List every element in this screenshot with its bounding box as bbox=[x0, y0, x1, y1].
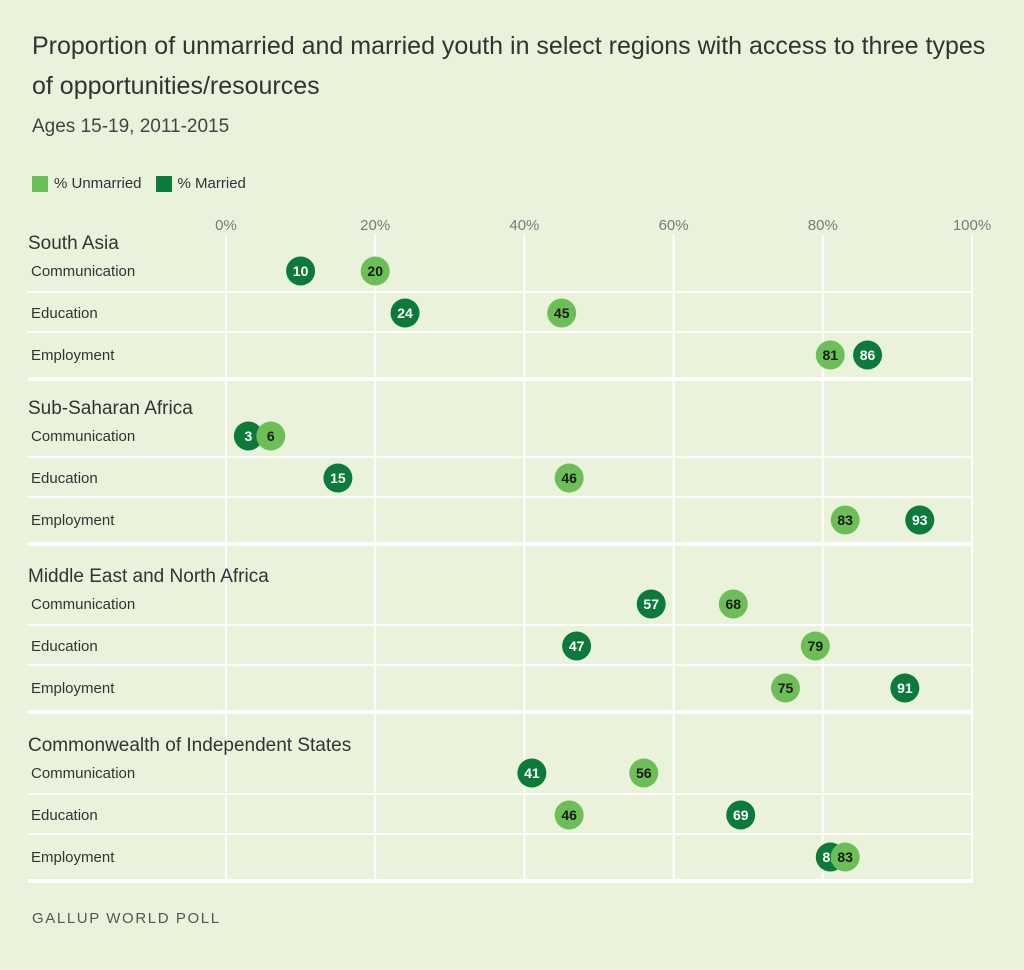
married-data-label: 24 bbox=[397, 305, 413, 321]
legend-label-married: % Married bbox=[177, 175, 246, 192]
unmarried-dot bbox=[629, 758, 659, 788]
married-dot bbox=[286, 256, 316, 286]
unmarried-dot bbox=[554, 800, 584, 830]
married-data-label: 86 bbox=[860, 347, 876, 363]
row-label: Education bbox=[31, 305, 98, 322]
chart-subtitle: Ages 15-19, 2011-2015 bbox=[32, 116, 230, 137]
unmarried-data-label: 68 bbox=[725, 596, 741, 612]
unmarried-dot bbox=[800, 631, 830, 661]
married-data-label: 93 bbox=[912, 512, 928, 528]
row-label: Communication bbox=[31, 263, 135, 280]
legend: % Unmarried % Married bbox=[32, 175, 260, 192]
row-label: Employment bbox=[31, 512, 115, 529]
unmarried-dot bbox=[830, 842, 860, 872]
row-label: Education bbox=[31, 638, 98, 655]
unmarried-dot bbox=[360, 256, 390, 286]
row-label: Education bbox=[31, 470, 98, 487]
row-label: Communication bbox=[31, 765, 135, 782]
row-label: Education bbox=[31, 807, 98, 824]
x-tick-label: 60% bbox=[659, 217, 689, 234]
married-data-label: 41 bbox=[524, 765, 540, 781]
row-label: Employment bbox=[31, 680, 115, 697]
unmarried-dot bbox=[718, 589, 748, 619]
x-tick-label: 80% bbox=[808, 217, 838, 234]
unmarried-data-label: 6 bbox=[267, 428, 275, 444]
married-data-label: 91 bbox=[897, 680, 913, 696]
region-label: Commonwealth of Independent States bbox=[28, 735, 351, 756]
married-data-label: 47 bbox=[569, 638, 585, 654]
legend-swatch-married bbox=[155, 175, 172, 192]
married-data-label: 3 bbox=[244, 428, 252, 444]
unmarried-dot bbox=[771, 673, 800, 703]
married-dot bbox=[636, 589, 666, 619]
married-dot bbox=[323, 463, 353, 493]
region-label: Middle East and North Africa bbox=[28, 566, 269, 587]
unmarried-data-label: 46 bbox=[561, 470, 577, 486]
chart-title: Proportion of unmarried and married yout… bbox=[32, 32, 986, 100]
region-label: South Asia bbox=[28, 233, 119, 254]
married-dot bbox=[517, 758, 547, 788]
unmarried-dot bbox=[554, 463, 584, 493]
row-label: Employment bbox=[31, 849, 115, 866]
married-dot bbox=[890, 673, 920, 703]
unmarried-data-label: 81 bbox=[822, 347, 838, 363]
married-dot bbox=[562, 631, 592, 661]
legend-item-unmarried: % Unmarried bbox=[32, 175, 142, 192]
legend-label-unmarried: % Unmarried bbox=[54, 175, 142, 192]
row-label: Communication bbox=[31, 596, 135, 613]
unmarried-data-label: 56 bbox=[636, 765, 652, 781]
region-label: Sub-Saharan Africa bbox=[28, 398, 193, 419]
married-data-label: 69 bbox=[733, 807, 749, 823]
unmarried-data-label: 46 bbox=[561, 807, 577, 823]
married-dot bbox=[853, 340, 883, 370]
source-label: GALLUP WORLD POLL bbox=[32, 910, 221, 927]
legend-swatch-unmarried bbox=[32, 175, 48, 192]
unmarried-data-label: 83 bbox=[837, 512, 853, 528]
unmarried-data-label: 20 bbox=[367, 263, 383, 279]
unmarried-data-label: 79 bbox=[808, 638, 824, 654]
unmarried-dot bbox=[815, 340, 845, 370]
unmarried-dot bbox=[830, 505, 860, 535]
married-dot bbox=[726, 800, 756, 830]
married-data-label: 15 bbox=[330, 470, 346, 486]
unmarried-data-label: 45 bbox=[554, 305, 570, 321]
x-tick-label: 100% bbox=[953, 217, 991, 234]
unmarried-dot bbox=[547, 298, 577, 328]
unmarried-dot bbox=[256, 421, 286, 451]
row-label: Communication bbox=[31, 428, 135, 445]
x-tick-label: 40% bbox=[509, 217, 539, 234]
unmarried-data-label: 75 bbox=[778, 680, 794, 696]
married-dot bbox=[905, 505, 935, 535]
row-label: Employment bbox=[31, 347, 115, 364]
x-tick-label: 0% bbox=[215, 217, 237, 234]
legend-item-married: % Married bbox=[155, 175, 246, 192]
married-data-label: 10 bbox=[293, 263, 309, 279]
married-dot bbox=[390, 298, 420, 328]
married-dot bbox=[233, 421, 263, 451]
x-tick-label: 20% bbox=[360, 217, 390, 234]
unmarried-data-label: 83 bbox=[837, 849, 853, 865]
married-data-label: 57 bbox=[643, 596, 659, 612]
